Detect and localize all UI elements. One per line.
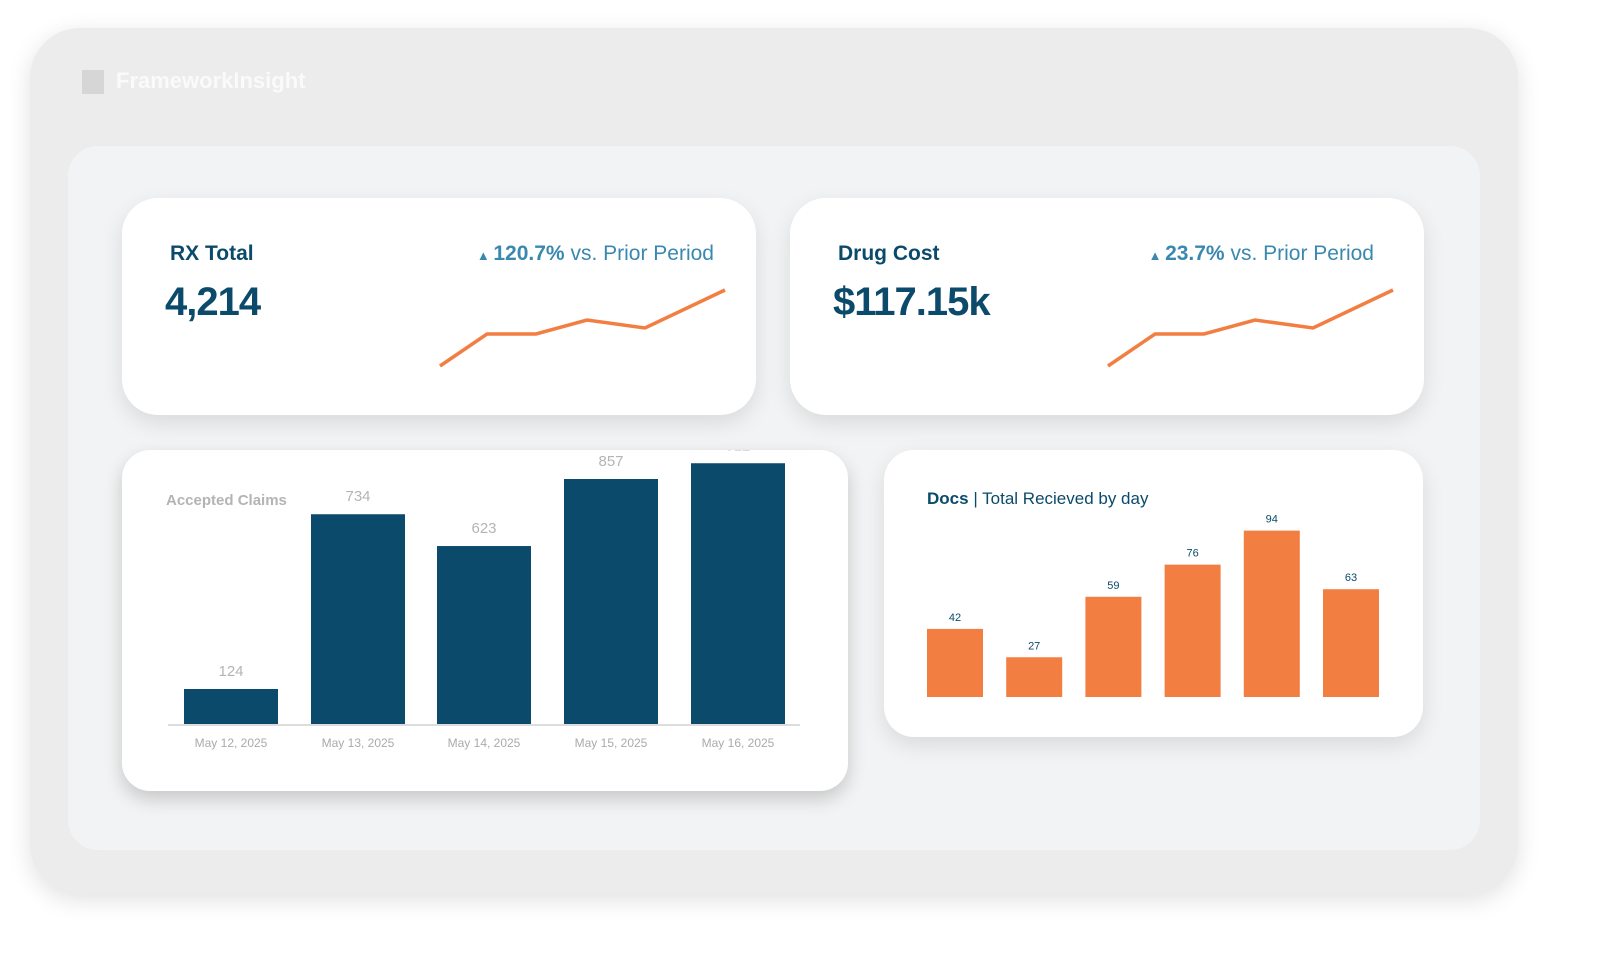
sparkline-path	[439, 288, 726, 368]
bar	[564, 478, 658, 724]
triangle-up-icon: ▲	[476, 248, 494, 263]
chart-title: Accepted Claims	[166, 492, 287, 509]
kpi-card-drug-cost: Drug Cost $117.15k ▲ 23.7% vs. Prior Per…	[790, 198, 1424, 415]
kpi-title: Drug Cost	[838, 242, 940, 265]
change-label: vs. Prior Period	[564, 242, 714, 265]
accepted-claims-card: Accepted Claims 124 May 12, 2025 734 May 13…	[122, 450, 848, 791]
docs-subtitle: Total Recieved by day	[982, 489, 1149, 508]
data-label: 59	[1107, 580, 1119, 592]
triangle-up-icon: ▲	[1148, 248, 1166, 263]
x-tick-label: May 14, 2025	[448, 736, 521, 750]
chart-title: Docs | Total Recieved by day	[927, 489, 1148, 509]
bar	[927, 628, 983, 697]
bar	[311, 514, 405, 724]
x-tick-label: May 16, 2025	[702, 736, 775, 750]
sparkline	[1107, 288, 1394, 368]
x-tick-label: May 15, 2025	[575, 736, 648, 750]
kpi-card-rx-total: RX Total 4,214 ▲ 120.7% vs. Prior Period	[122, 198, 756, 415]
sparkline-path	[1107, 288, 1394, 368]
title-separator: |	[973, 489, 978, 508]
data-label: 42	[949, 612, 961, 624]
change-label: vs. Prior Period	[1224, 242, 1374, 265]
bar	[1323, 589, 1379, 697]
docs-title: Docs	[927, 489, 969, 508]
bar	[1164, 564, 1221, 697]
bar	[1085, 596, 1142, 697]
accepted-claims-chart: 124 May 12, 2025 734 May 13, 2025 623 May 14,…	[168, 450, 800, 750]
kpi-value: 4,214	[165, 280, 261, 324]
data-label: 734	[345, 488, 370, 505]
data-label: 27	[1028, 640, 1040, 652]
bar	[437, 546, 531, 724]
docs-chart: 42 27 59 76 94 63	[927, 514, 1379, 697]
data-label: 124	[218, 663, 243, 680]
x-tick-label: May 13, 2025	[322, 736, 395, 750]
change-percent: 23.7%	[1165, 242, 1225, 265]
data-label: 63	[1345, 572, 1357, 584]
bar	[691, 463, 785, 724]
bar	[184, 689, 278, 724]
logo-icon	[82, 70, 104, 94]
data-label: 76	[1186, 548, 1198, 560]
kpi-title: RX Total	[170, 242, 254, 265]
data-label: 857	[598, 453, 623, 470]
data-label: 623	[471, 520, 496, 537]
x-tick-label: May 12, 2025	[195, 736, 268, 750]
kpi-change: ▲ 120.7% vs. Prior Period	[477, 242, 714, 266]
data-label: 94	[1266, 514, 1278, 526]
data-label: 912	[725, 450, 750, 454]
sparkline	[439, 288, 726, 368]
bar	[1243, 530, 1300, 697]
bar	[1006, 657, 1063, 697]
kpi-value: $117.15k	[833, 280, 991, 324]
change-percent: 120.7%	[493, 242, 565, 265]
docs-card: Docs | Total Recieved by day 42 27 59 76 94 6…	[884, 450, 1423, 737]
brand-name: FrameworkInsight	[116, 68, 306, 93]
kpi-change: ▲ 23.7% vs. Prior Period	[1149, 242, 1374, 266]
